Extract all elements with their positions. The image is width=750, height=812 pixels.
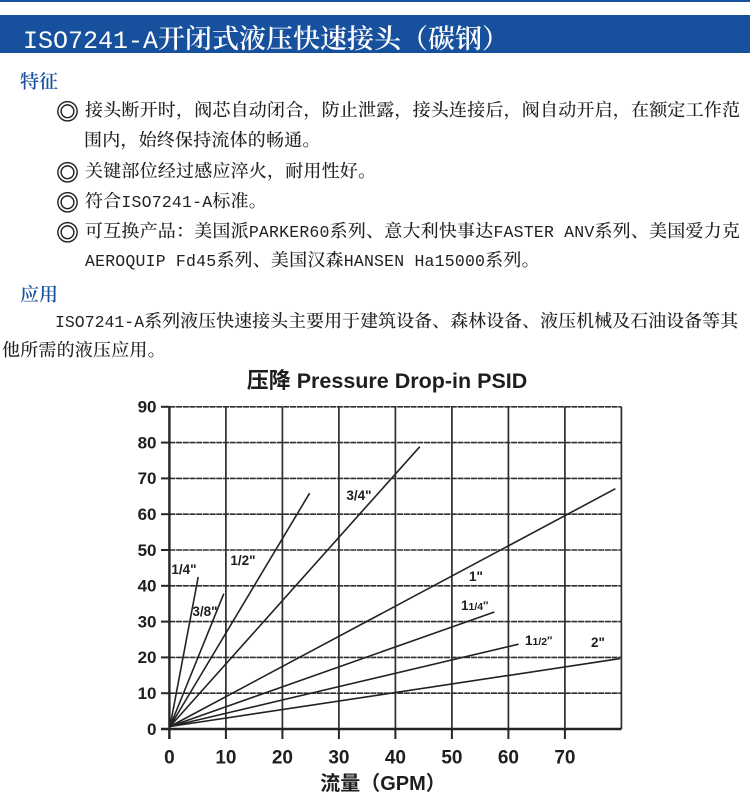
svg-text:3/8": 3/8": [192, 604, 217, 619]
svg-text:3/4": 3/4": [346, 488, 371, 503]
svg-text:90: 90: [138, 398, 157, 417]
svg-text:70: 70: [138, 469, 157, 488]
svg-text:30: 30: [138, 612, 157, 631]
svg-text:0: 0: [164, 748, 175, 769]
svg-text:70: 70: [554, 748, 575, 769]
svg-text:11/4″: 11/4″: [461, 598, 489, 613]
svg-text:1": 1": [469, 569, 483, 584]
svg-text:50: 50: [138, 541, 157, 560]
svg-text:10: 10: [215, 748, 236, 769]
svg-text:80: 80: [138, 433, 157, 452]
svg-text:60: 60: [498, 748, 519, 769]
svg-text:0: 0: [147, 720, 156, 739]
svg-text:2": 2": [591, 635, 605, 650]
svg-text:40: 40: [138, 577, 157, 596]
svg-text:50: 50: [441, 748, 462, 769]
svg-text:1/4": 1/4": [171, 562, 196, 577]
svg-text:10: 10: [138, 684, 157, 703]
svg-text:11/2″: 11/2″: [525, 633, 553, 648]
svg-text:20: 20: [272, 748, 293, 769]
svg-text:60: 60: [138, 505, 157, 524]
svg-text:压降 Pressure Drop-in PSID: 压降 Pressure Drop-in PSID: [247, 363, 528, 395]
svg-text:20: 20: [138, 648, 157, 667]
svg-text:30: 30: [328, 748, 349, 769]
svg-text:流量（GPM）: 流量（GPM）: [320, 767, 446, 796]
svg-text:40: 40: [385, 748, 406, 769]
svg-text:1/2": 1/2": [230, 553, 255, 568]
